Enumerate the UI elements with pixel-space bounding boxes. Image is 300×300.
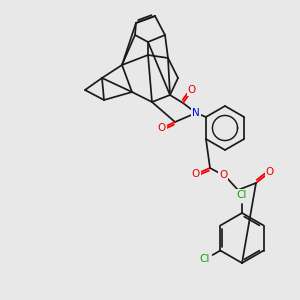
- Text: O: O: [188, 85, 196, 95]
- Text: Cl: Cl: [237, 190, 247, 200]
- Text: Cl: Cl: [200, 254, 210, 265]
- Text: O: O: [158, 123, 166, 133]
- Text: O: O: [266, 167, 274, 177]
- Text: O: O: [192, 169, 200, 179]
- Text: N: N: [192, 108, 200, 118]
- Text: O: O: [219, 170, 227, 180]
